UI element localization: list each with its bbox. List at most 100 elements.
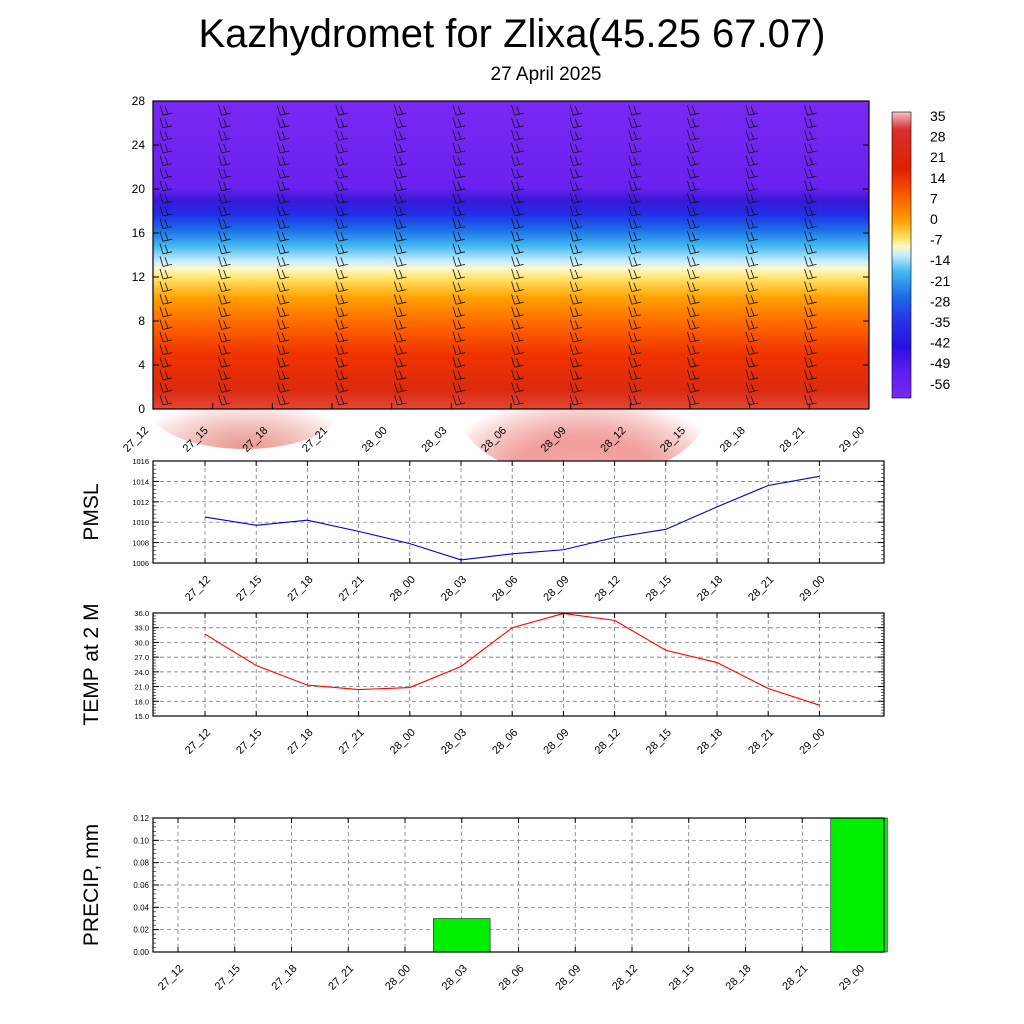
barb-flag xyxy=(750,358,755,367)
barb-staff xyxy=(690,352,700,355)
barb-staff xyxy=(338,327,348,330)
barb-flag xyxy=(399,307,403,316)
barb-staff xyxy=(221,276,231,280)
barb-staff xyxy=(690,264,700,267)
wind-barb xyxy=(745,344,759,355)
barb-staff xyxy=(573,201,583,204)
wind-barb xyxy=(452,357,466,368)
barb-staff xyxy=(221,314,231,318)
barb-flag xyxy=(750,169,755,178)
barb-flag xyxy=(340,232,345,241)
wind-barb xyxy=(628,357,641,368)
barb-flag xyxy=(511,155,515,166)
wind-barb xyxy=(511,105,524,116)
wind-barb xyxy=(218,218,231,229)
barb-staff xyxy=(573,402,583,406)
wind-barb xyxy=(452,382,466,393)
barb-flag xyxy=(223,307,227,316)
barb-flag xyxy=(516,181,520,190)
barb-staff xyxy=(690,163,700,166)
colorbar-label: 28 xyxy=(930,129,946,145)
wind-barb xyxy=(452,231,466,242)
barb-flag xyxy=(281,383,286,392)
barb-staff xyxy=(397,201,407,204)
barb-flag xyxy=(569,369,574,380)
barb-flag xyxy=(750,307,755,316)
x-tick-label: 28_15 xyxy=(644,727,674,757)
barb-flag xyxy=(745,205,750,217)
wind-barb xyxy=(159,281,173,292)
wind-barb xyxy=(452,218,466,229)
wind-barb xyxy=(335,331,348,343)
y-tick-label: 30.0 xyxy=(134,638,149,647)
barb-flag xyxy=(745,331,750,343)
plot-frame xyxy=(152,460,885,564)
barb-flag xyxy=(511,294,515,305)
y-tick-label: 33.0 xyxy=(134,624,149,633)
barb-staff xyxy=(573,251,583,255)
barb-staff xyxy=(573,364,583,368)
y-tick-label: 1016 xyxy=(132,457,149,466)
barb-flag xyxy=(340,383,345,392)
x-tick-label: 28_09 xyxy=(541,727,571,757)
barb-flag xyxy=(511,180,515,191)
wind-barb xyxy=(452,168,466,179)
barb-staff xyxy=(690,390,700,393)
wind-barb xyxy=(159,344,173,355)
wind-barb xyxy=(276,256,290,267)
x-tick-label: 28_00 xyxy=(383,963,413,993)
wind-barb xyxy=(394,306,407,318)
wind-barb xyxy=(218,331,231,343)
wind-barb xyxy=(452,306,466,318)
barb-flag xyxy=(452,344,457,355)
x-tick-label: 28_03 xyxy=(439,727,469,757)
barb-flag xyxy=(281,244,286,253)
barb-flag xyxy=(159,205,164,217)
barb-flag xyxy=(218,268,222,280)
barb-flag xyxy=(394,231,398,242)
barb-staff xyxy=(455,188,466,192)
x-tick-label: 28_06 xyxy=(497,963,527,993)
barb-staff xyxy=(280,213,290,217)
wind-barb xyxy=(394,294,407,305)
barb-flag xyxy=(628,205,633,217)
barb-flag xyxy=(750,106,755,115)
barb-flag xyxy=(633,206,638,216)
barb-staff xyxy=(162,289,173,292)
barb-flag xyxy=(692,370,696,379)
barb-staff xyxy=(573,125,583,129)
barb-flag xyxy=(809,269,813,279)
barb-staff xyxy=(455,201,466,204)
barb-flag xyxy=(516,358,520,367)
barb-flag xyxy=(159,218,164,229)
barb-flag xyxy=(159,306,164,317)
wind-barb xyxy=(394,319,407,330)
barb-staff xyxy=(162,301,173,305)
barb-staff xyxy=(514,175,524,179)
wind-barb xyxy=(394,331,407,343)
barb-staff xyxy=(280,201,290,204)
barb-flag xyxy=(452,369,457,380)
barb-flag xyxy=(750,320,755,329)
barb-flag xyxy=(633,358,638,367)
wind-barb xyxy=(745,382,759,393)
barb-flag xyxy=(276,218,281,229)
wind-barb xyxy=(335,117,348,129)
barb-flag xyxy=(809,106,813,115)
temp-panel: 15.0 18.0 21.0 24.0 27.0 30.0 33.0 36.0 27_12 27_… xyxy=(80,603,885,757)
barb-flag xyxy=(399,156,403,165)
barb-flag xyxy=(218,357,222,368)
series-line xyxy=(204,475,820,561)
barb-staff xyxy=(221,138,231,141)
wind-barb xyxy=(569,130,583,141)
wind-barb xyxy=(218,344,231,355)
barb-flag xyxy=(340,156,345,165)
wind-barb xyxy=(276,331,290,343)
barb-staff xyxy=(397,402,407,406)
wind-barb xyxy=(511,394,524,406)
wind-barb xyxy=(745,180,759,192)
barb-flag xyxy=(218,105,222,116)
barb-staff xyxy=(221,301,231,305)
barb-flag xyxy=(750,143,755,153)
barb-staff xyxy=(514,125,524,129)
